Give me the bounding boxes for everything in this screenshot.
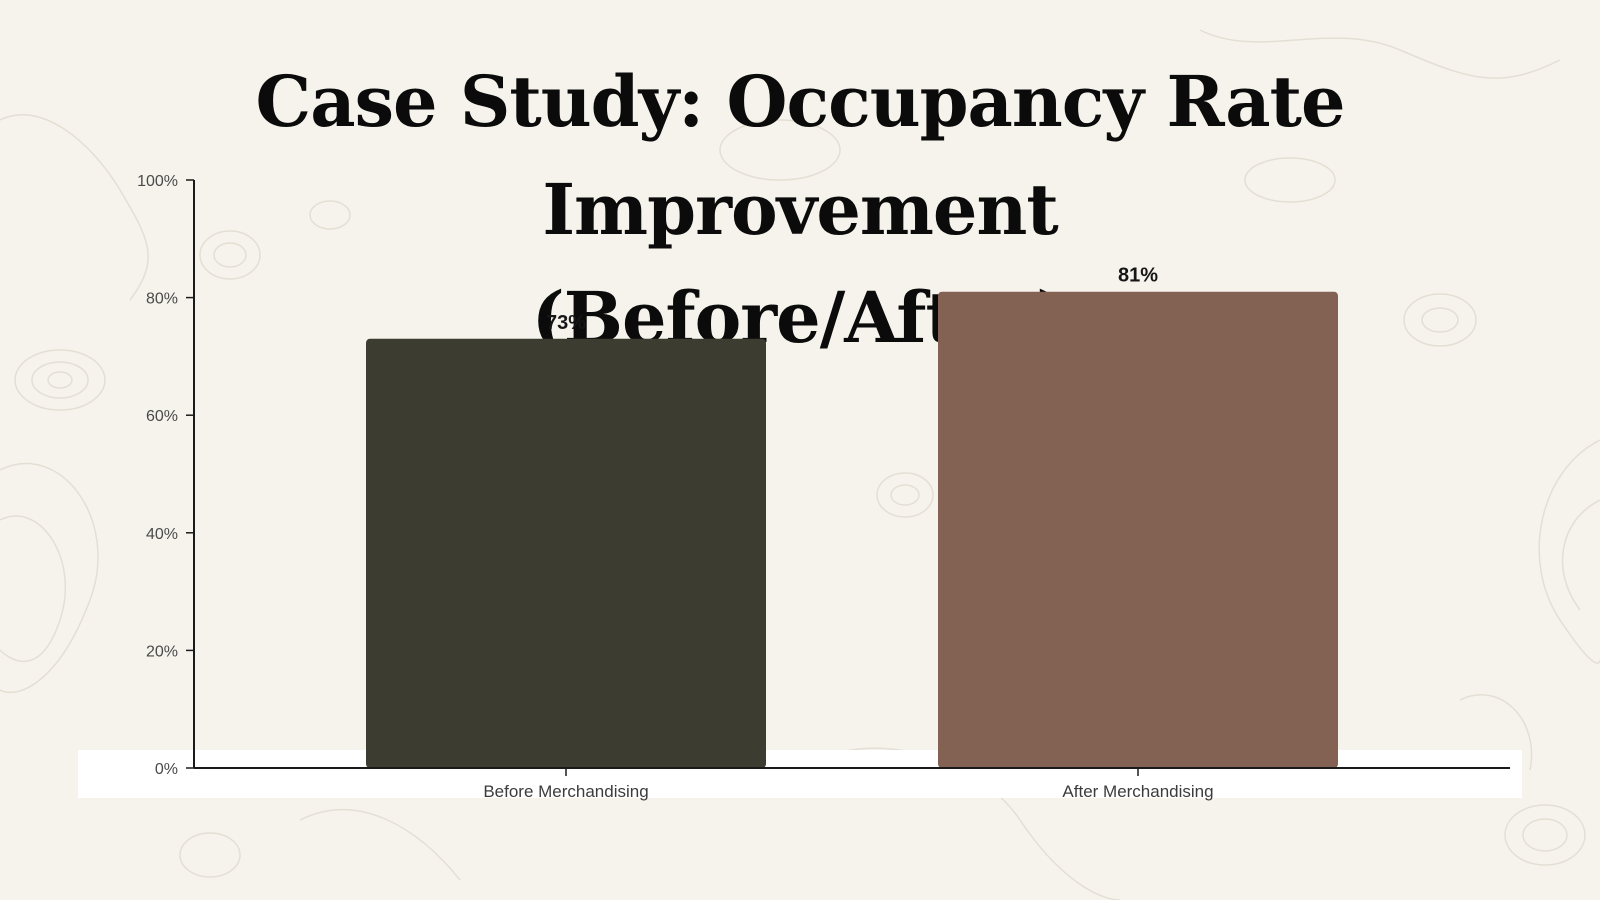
y-tick-label: 20% bbox=[146, 643, 178, 660]
y-tick-label: 100% bbox=[137, 173, 178, 190]
x-tick-label: Before Merchandising bbox=[483, 782, 648, 801]
y-tick-label: 40% bbox=[146, 526, 178, 543]
data-label: 73% bbox=[546, 312, 586, 334]
bar-after bbox=[938, 291, 1338, 768]
y-tick-label: 0% bbox=[155, 761, 178, 778]
y-tick-label: 80% bbox=[146, 291, 178, 308]
data-label: 81% bbox=[1118, 265, 1158, 287]
x-tick-label: After Merchandising bbox=[1062, 782, 1213, 801]
y-tick-label: 60% bbox=[146, 408, 178, 425]
bar-before bbox=[366, 338, 766, 768]
chart-title-line-1: Case Study: Occupancy Rate Improvement bbox=[255, 60, 1346, 251]
